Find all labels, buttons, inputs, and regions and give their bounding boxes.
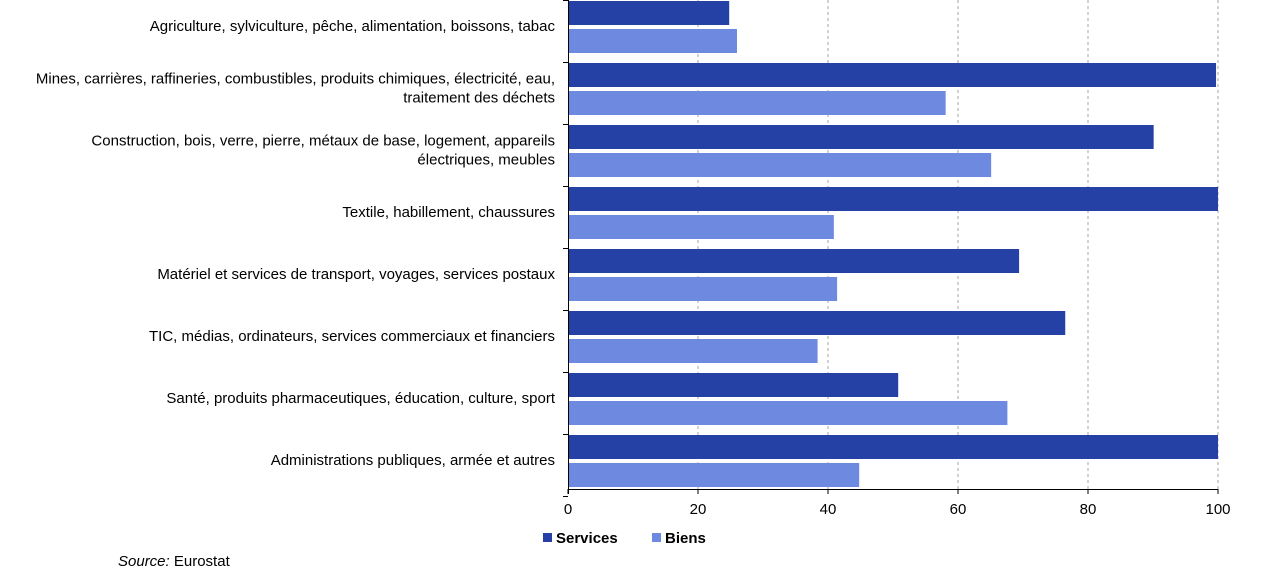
category-label-5: Matériel et services de transport, voyag… bbox=[157, 266, 555, 283]
source-note: Source: Eurostat bbox=[118, 553, 230, 570]
x-tick-label-100: 100 bbox=[1205, 501, 1230, 518]
axes bbox=[563, 0, 1219, 497]
bar-biens-7 bbox=[568, 401, 1008, 425]
bar-services-8 bbox=[568, 435, 1218, 459]
bar-biens-3 bbox=[568, 153, 992, 177]
bar-services-5 bbox=[568, 249, 1020, 273]
category-label-7: Santé, produits pharmaceutiques, éducati… bbox=[166, 390, 555, 407]
bar-services-3 bbox=[568, 125, 1154, 149]
x-tick-label-40: 40 bbox=[820, 501, 837, 518]
bars bbox=[568, 1, 1218, 487]
category-label-1: Agriculture, sylviculture, pêche, alimen… bbox=[150, 18, 556, 35]
bar-biens-2 bbox=[568, 91, 946, 115]
category-label-3: Construction, bois, verre, pierre, métau… bbox=[91, 133, 555, 169]
legend-swatch-biens bbox=[652, 533, 661, 542]
bar-biens-8 bbox=[568, 463, 860, 487]
category-labels: Agriculture, sylviculture, pêche, alimen… bbox=[36, 18, 556, 469]
category-label-6: TIC, médias, ordinateurs, services comme… bbox=[149, 328, 555, 345]
legend-label-biens: Biens bbox=[665, 530, 706, 545]
x-tick-label-20: 20 bbox=[690, 501, 707, 518]
bar-services-4 bbox=[568, 187, 1218, 211]
legend-swatch-services bbox=[543, 533, 552, 542]
tick-labels: 0 20 40 60 80 100 bbox=[564, 501, 1231, 518]
bar-services-6 bbox=[568, 311, 1066, 335]
source-prefix: Source: bbox=[118, 553, 170, 570]
x-tick-label-80: 80 bbox=[1080, 501, 1097, 518]
bar-services-7 bbox=[568, 373, 899, 397]
category-label-4: Textile, habillement, chaussures bbox=[342, 204, 555, 221]
bar-biens-1 bbox=[568, 29, 737, 53]
legend-label-services: Services bbox=[556, 530, 618, 545]
category-label-8: Administrations publiques, armée et autr… bbox=[271, 452, 555, 469]
bar-services-2 bbox=[568, 63, 1217, 87]
x-tick-label-60: 60 bbox=[950, 501, 967, 518]
legend: Services Biens bbox=[543, 530, 706, 545]
bar-services-1 bbox=[568, 1, 730, 25]
chart: Agriculture, sylviculture, pêche, alimen… bbox=[36, 0, 1231, 545]
bar-biens-6 bbox=[568, 339, 818, 363]
x-tick-label-0: 0 bbox=[564, 501, 572, 518]
bar-biens-5 bbox=[568, 277, 838, 301]
category-label-2: Mines, carrières, raffineries, combustib… bbox=[36, 71, 555, 107]
source-text: Eurostat bbox=[169, 553, 230, 570]
bar-biens-4 bbox=[568, 215, 834, 239]
